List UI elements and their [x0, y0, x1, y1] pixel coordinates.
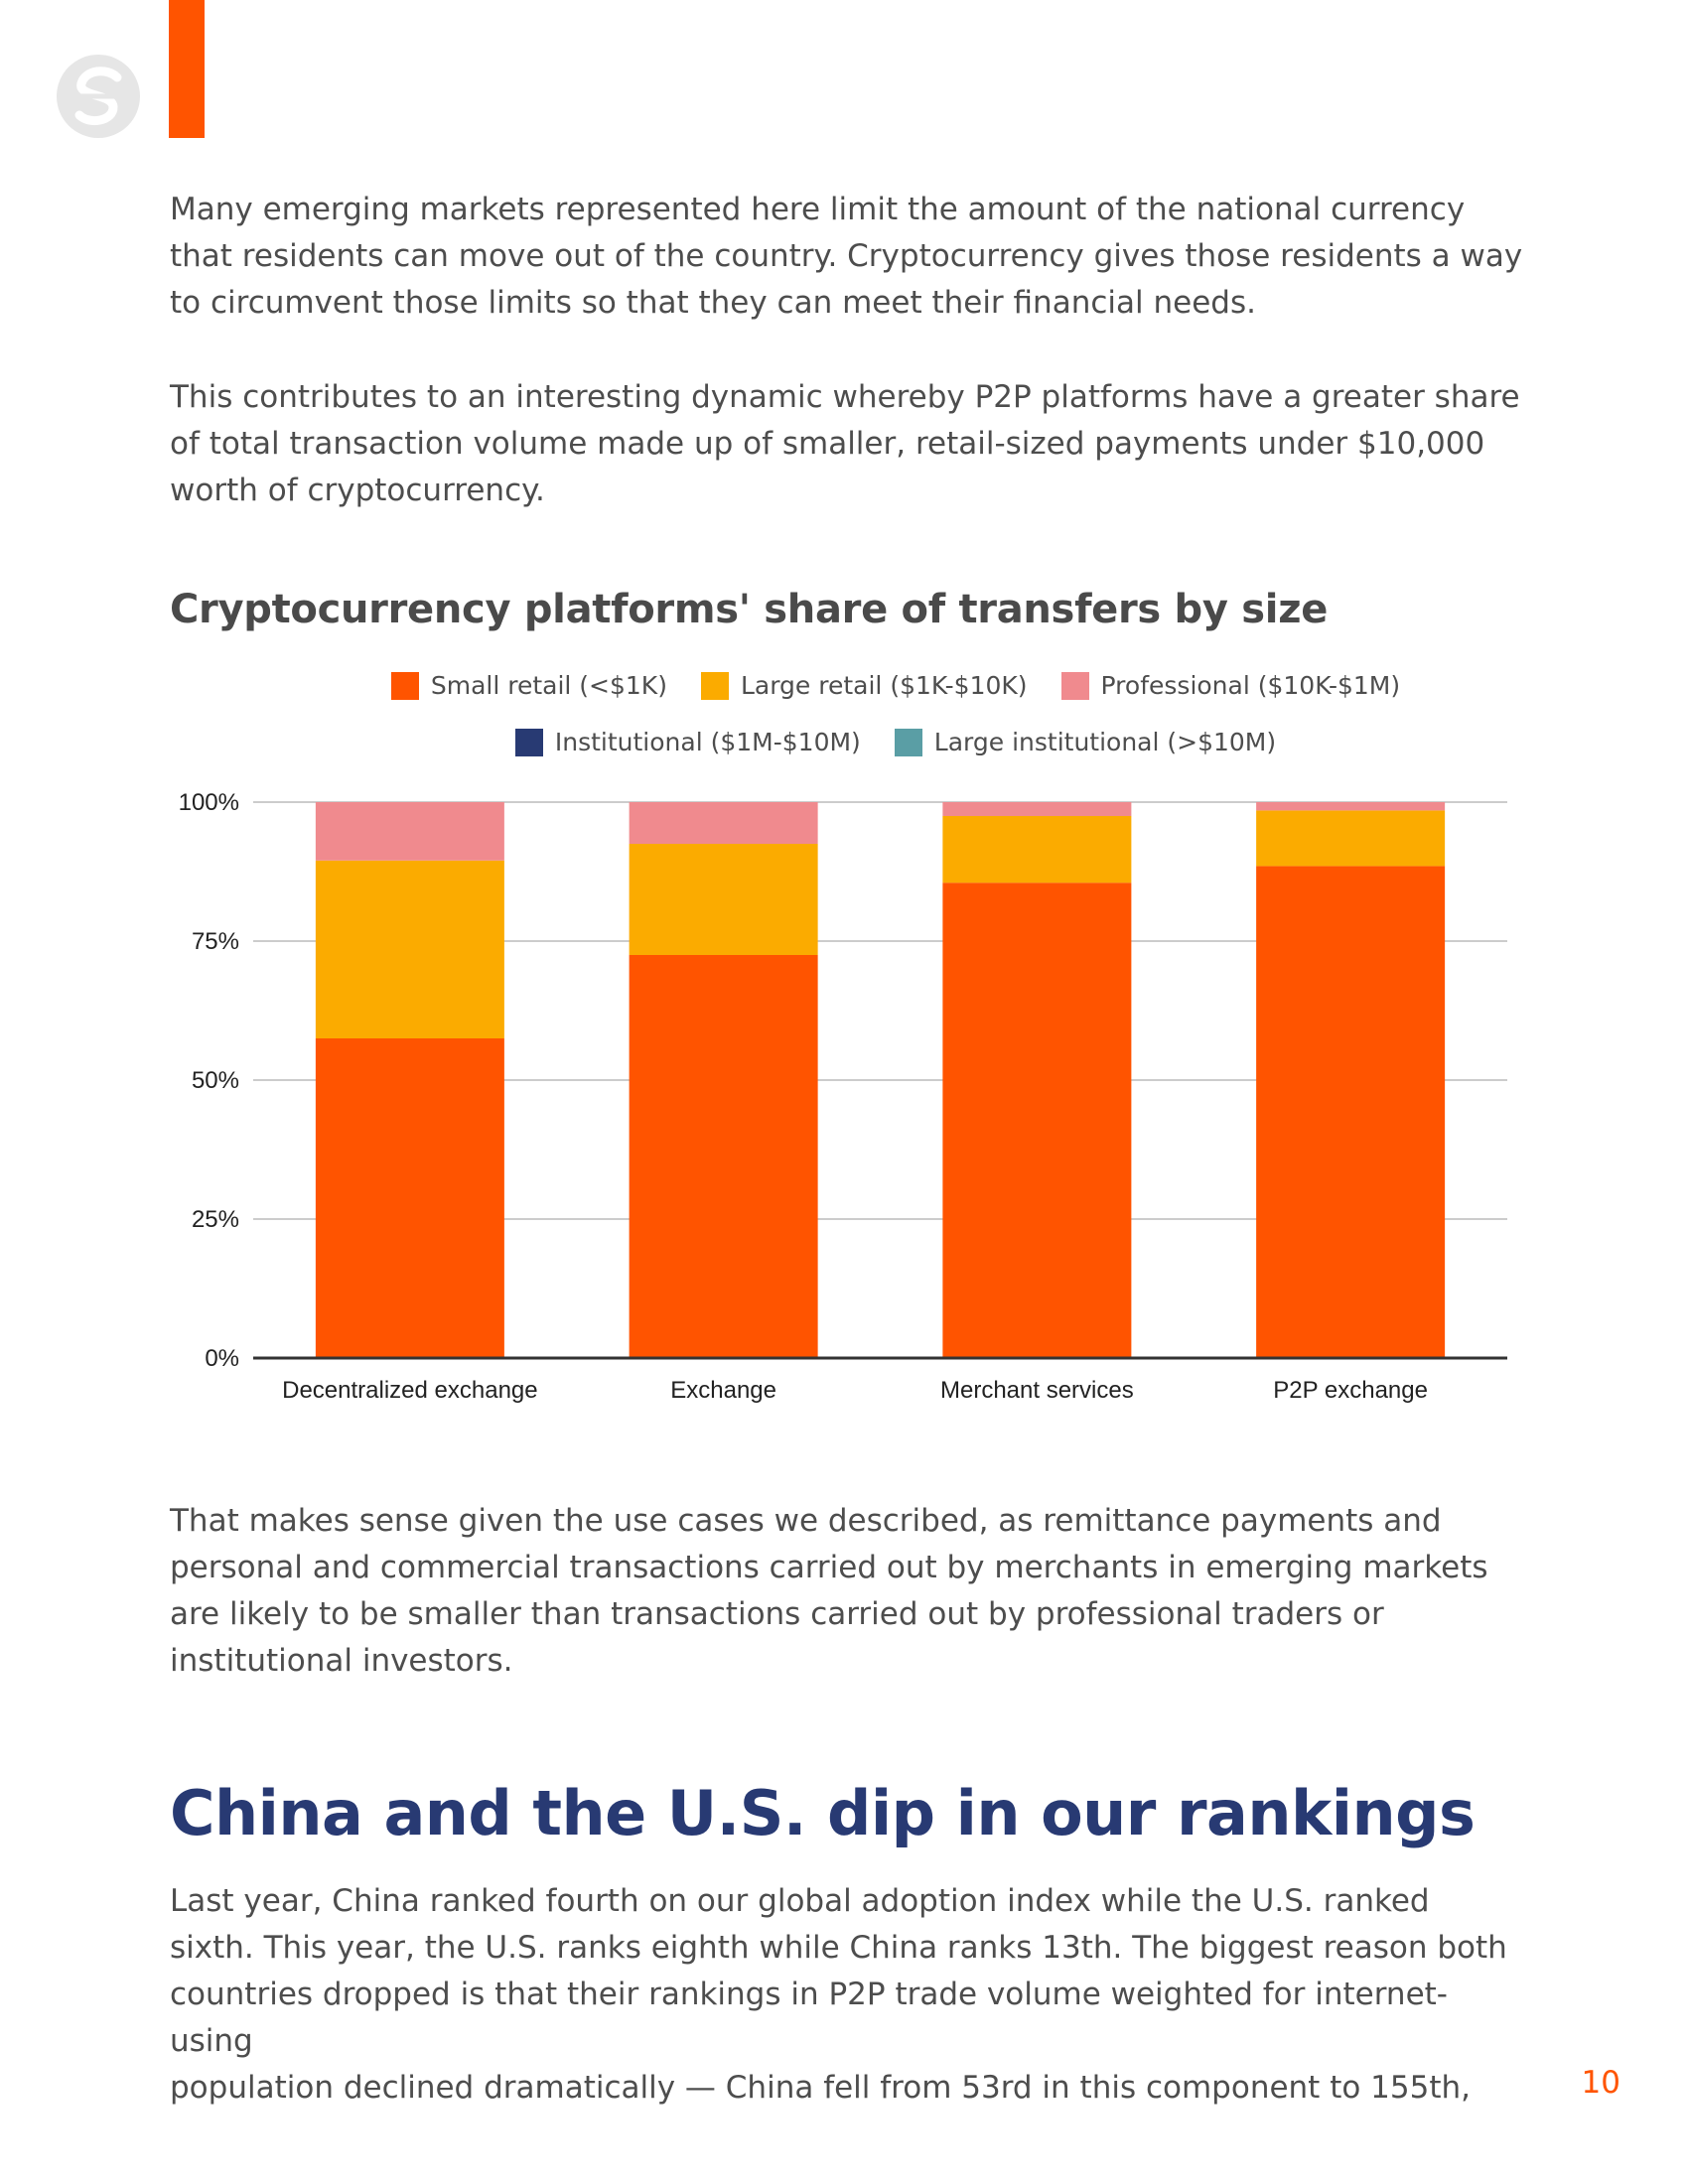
- legend-item-large-institutional: Large institutional (>$10M): [894, 728, 1277, 756]
- y-tick-label: 100%: [179, 789, 239, 816]
- x-tick-label: Merchant services: [940, 1377, 1134, 1404]
- legend-label-large-institutional: Large institutional (>$10M): [933, 728, 1277, 756]
- page-number: 10: [1581, 2065, 1620, 2101]
- y-tick-label: 25%: [192, 1206, 239, 1233]
- bar-segment-1-0: [629, 955, 818, 1358]
- chart-legend-row-1: Small retail (<$1K) Large retail ($1K-$1…: [52, 671, 1688, 700]
- legend-label-large-retail: Large retail ($1K-$10K): [740, 671, 1028, 700]
- bar-segment-1-2: [629, 802, 818, 844]
- intro-paragraph: Many emerging markets represented here l…: [170, 192, 1523, 321]
- legend-item-small-retail: Small retail (<$1K): [390, 671, 667, 700]
- bar-segment-1-1: [629, 844, 818, 955]
- bar-segment-3-2: [1256, 802, 1446, 811]
- legend-item-large-retail: Large retail ($1K-$10K): [700, 671, 1028, 700]
- chart-title: Cryptocurrency platforms' share of trans…: [170, 587, 1329, 632]
- rankings-paragraph: Last year, China ranked fourth on our gl…: [170, 1883, 1507, 2106]
- legend-swatch-large-institutional: [894, 728, 922, 756]
- x-tick-label: P2P exchange: [1273, 1377, 1428, 1404]
- bar-segment-0-1: [315, 860, 504, 1038]
- bar-segment-2-2: [942, 802, 1132, 816]
- y-tick-label: 75%: [192, 928, 239, 955]
- bar-segment-2-1: [942, 816, 1132, 884]
- legend-swatch-professional: [1060, 671, 1089, 700]
- legend-label-small-retail: Small retail (<$1K): [430, 671, 667, 700]
- bar-segment-3-1: [1256, 810, 1446, 867]
- x-tick-label: Exchange: [670, 1377, 776, 1404]
- y-tick-label: 0%: [205, 1345, 239, 1372]
- y-tick-label: 50%: [192, 1067, 239, 1094]
- stacked-bar-chart: 0% 25% 50% 75% 100% Decentralized exchange Exc…: [179, 789, 1507, 1404]
- legend-item-institutional: Institutional ($1M-$10M): [514, 728, 861, 756]
- section-heading: China and the U.S. dip in our rankings: [170, 1777, 1476, 1849]
- legend-swatch-large-retail: [700, 671, 729, 700]
- legend-label-professional: Professional ($10K-$1M): [1100, 671, 1401, 700]
- chart-legend-row-2: Institutional ($1M-$10M) Large instituti…: [52, 728, 1688, 756]
- bar-segment-0-2: [315, 802, 504, 861]
- bar-segment-2-0: [942, 883, 1132, 1358]
- legend-item-professional: Professional ($10K-$1M): [1060, 671, 1401, 700]
- company-logo-icon: [57, 55, 140, 138]
- legend-swatch-institutional: [514, 728, 543, 756]
- bar-segment-0-0: [315, 1038, 504, 1358]
- accent-bar: [169, 0, 205, 138]
- bar-segment-3-0: [1256, 866, 1446, 1358]
- x-tick-label: Decentralized exchange: [282, 1377, 538, 1404]
- p2p-paragraph: This contributes to an interesting dynam…: [170, 379, 1520, 508]
- use-cases-paragraph: That makes sense given the use cases we …: [170, 1503, 1488, 1679]
- legend-swatch-small-retail: [390, 671, 419, 700]
- legend-label-institutional: Institutional ($1M-$10M): [554, 728, 861, 756]
